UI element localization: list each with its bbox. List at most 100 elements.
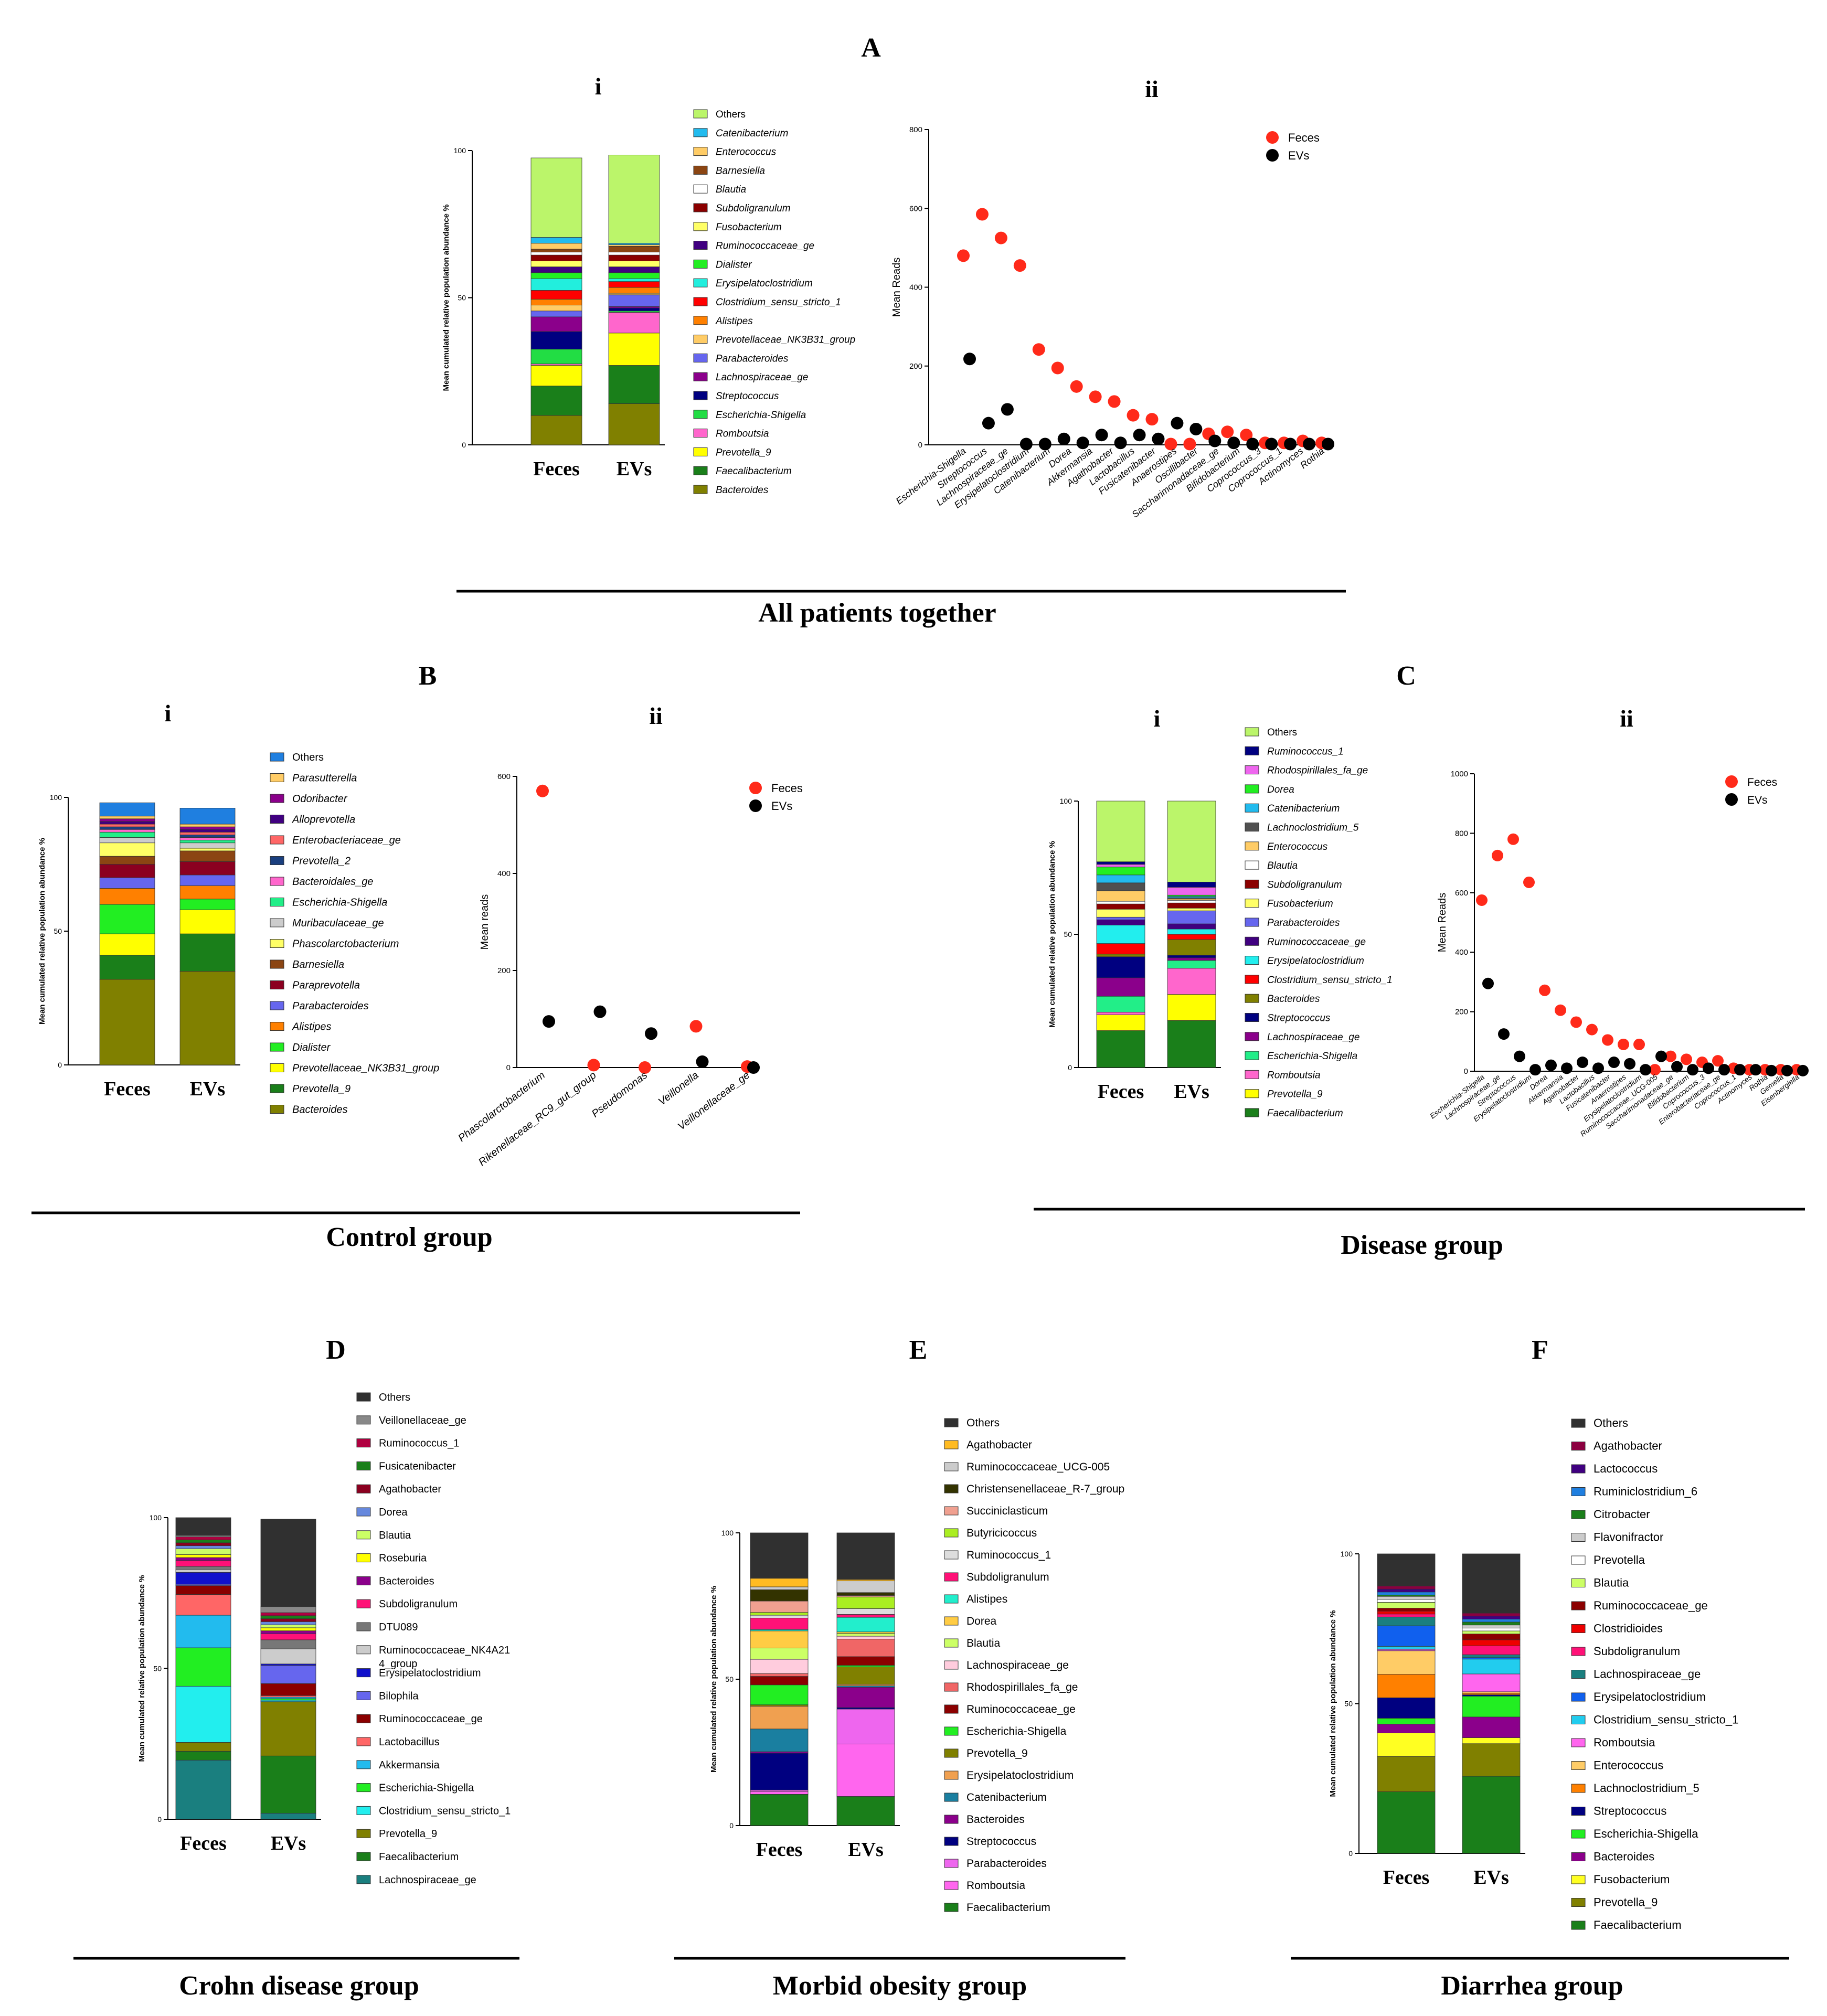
legend-label: Ruminococcus_1 (379, 1438, 459, 1449)
legend-label: Dorea (966, 1615, 997, 1627)
point-feces (1712, 1055, 1724, 1067)
legend-swatch (356, 1622, 371, 1631)
bar-segment-agathobacter (260, 1618, 316, 1622)
bar-segment-blautia (260, 1624, 316, 1628)
legend-label: Barnesiella (292, 959, 344, 970)
bar-segment-rhodospirillales-fa-ge (1096, 864, 1145, 868)
bar-segment-clostridioides (1377, 1610, 1436, 1615)
bar-segment-enterococcus (1096, 890, 1145, 902)
bar-segment-parabacteroides (1167, 910, 1216, 924)
point-evs (963, 353, 976, 366)
bar-segment-prevotella-2 (99, 826, 155, 830)
bar-segment-enterococcus (530, 243, 582, 250)
point-feces (536, 784, 549, 797)
y-tick-label: 600 (497, 772, 511, 781)
legend-swatch (1571, 1875, 1586, 1884)
y-tick-label: 0 (157, 1815, 162, 1823)
legend-swatch (944, 1550, 959, 1560)
legend-label: Flavonifractor (1594, 1531, 1663, 1544)
chart-D: 0 50 100 Mean cumulated relative population… (137, 1392, 511, 1886)
bar-segment-faecalibacterium (1096, 1030, 1145, 1068)
legend-label: Agathobacter (966, 1439, 1032, 1451)
bar-segment-faecalibacterium (530, 386, 582, 416)
bar-segment-clostridium-sensu-stricto-1 (1462, 1659, 1521, 1674)
legend-label: Catenibacterium (1267, 803, 1340, 814)
bar-segment-bacteroides (1377, 1724, 1436, 1733)
point-feces (1633, 1038, 1645, 1050)
point-feces (1539, 984, 1550, 996)
y-tick-label: 0 (462, 441, 466, 449)
point-evs (1797, 1064, 1809, 1076)
bar-segment-christensenellaceae-r-7-group (836, 1592, 895, 1596)
bar-segment-phascolarctobacterium (99, 842, 155, 857)
bar-segment-faecalibacterium (1167, 1020, 1216, 1068)
legend-label: Ruminococcaceae_NK4A21 4_group (379, 1645, 510, 1670)
legend-swatch (944, 1704, 959, 1714)
y-tick-label: 200 (1455, 1008, 1468, 1017)
bar-segment-ruminococcus-1 (260, 1612, 316, 1616)
bar-segment-succiniclasticum (836, 1595, 895, 1597)
y-tick-label: 400 (909, 283, 922, 292)
group-title-E: Morbid obesity group (773, 1971, 1027, 2001)
legend-label: Clostridium_sensu_stricto_1 (1267, 975, 1393, 986)
bar-segment-parasutterella (179, 824, 236, 827)
sub-B-i: i (165, 700, 172, 727)
bar-segment-romboutsia (1462, 1673, 1521, 1692)
legend-label: Enterococcus (1267, 841, 1328, 852)
legend-swatch (270, 1063, 284, 1072)
bar-segment-blautia (750, 1648, 809, 1660)
legend-swatch (356, 1645, 371, 1655)
point-feces (975, 208, 989, 221)
bar-segment-escherichia-shigella (1096, 996, 1145, 1012)
bar-segment-bacteroides (1096, 954, 1145, 957)
legend-label: Others (716, 109, 746, 120)
legend-label: DTU089 (379, 1622, 418, 1633)
bar-segment-erysipelatoclostridium (608, 278, 660, 282)
bar-segment-others (175, 1517, 231, 1536)
legend-swatch (944, 1616, 959, 1626)
point-feces (689, 1020, 703, 1033)
legend-label: Streptococcus (1267, 1013, 1331, 1024)
legend-label: EVs (1288, 149, 1309, 162)
bar-segment-erysipelatoclostridium (1096, 924, 1145, 944)
bar-segment-paraprevotella (99, 864, 155, 878)
y-tick-label: 50 (54, 927, 62, 935)
legend-swatch (944, 1484, 959, 1494)
legend-marker (749, 799, 762, 812)
legend-swatch (944, 1770, 959, 1780)
bar-segment-clostridioides (1462, 1639, 1521, 1646)
bar-segment-prevotella-9 (1462, 1743, 1521, 1777)
bar-segment-escherichia-shigella (530, 349, 582, 365)
bar-segment-lachnospiraceae-ge (1462, 1654, 1521, 1658)
bar-segment-parasutterella (99, 816, 155, 819)
point-evs (1095, 429, 1108, 442)
bar-segment-alistipes (179, 885, 236, 900)
legend-label: Dorea (1267, 784, 1294, 795)
bar-segment-dorea (260, 1621, 316, 1625)
bar-segment-streptococcus (530, 331, 582, 350)
point-evs (747, 1061, 760, 1074)
legend-label: Prevotellaceae_NK3B31_group (716, 335, 855, 346)
bar-segment-ruminococcus-1 (175, 1537, 231, 1540)
legend-label: Prevotella_9 (966, 1747, 1028, 1759)
legend-swatch (270, 959, 284, 969)
bar-segment-streptococcus (1377, 1697, 1436, 1719)
legend-swatch (1245, 1013, 1259, 1022)
point-evs (1227, 436, 1240, 450)
bar-segment-agathobacter (175, 1542, 231, 1546)
legend-swatch (1245, 1070, 1259, 1079)
bar-segment-agathobacter (1462, 1613, 1521, 1617)
legend-swatch (356, 1461, 371, 1470)
bar-segment-ruminococcaceae-ge (836, 1656, 895, 1666)
heading-C: C (1396, 661, 1416, 691)
point-feces (1586, 1023, 1598, 1036)
legend-swatch (944, 1815, 959, 1824)
legend-label: Faecalibacterium (1267, 1108, 1343, 1119)
legend-swatch (1245, 803, 1259, 813)
legend-label: Fusobacterium (1594, 1873, 1670, 1886)
legend-label: Parasutterella (292, 773, 357, 784)
bar-segment-dorea (1096, 867, 1145, 876)
legend-swatch (693, 447, 708, 456)
bar-segment-erysipelatoclostridium (836, 1684, 895, 1686)
legend-swatch (693, 410, 708, 419)
